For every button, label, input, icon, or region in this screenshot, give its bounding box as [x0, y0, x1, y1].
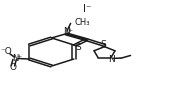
Text: CH₃: CH₃: [75, 18, 90, 27]
Text: O: O: [9, 63, 16, 72]
Text: N: N: [108, 55, 115, 64]
Text: N: N: [63, 27, 70, 36]
Text: I⁻: I⁻: [83, 4, 92, 14]
Text: N: N: [12, 54, 19, 63]
Text: +: +: [68, 28, 73, 33]
Text: S: S: [101, 40, 106, 49]
Text: +: +: [16, 54, 22, 59]
Text: S: S: [75, 43, 81, 52]
Text: ⁻O: ⁻O: [0, 47, 12, 56]
